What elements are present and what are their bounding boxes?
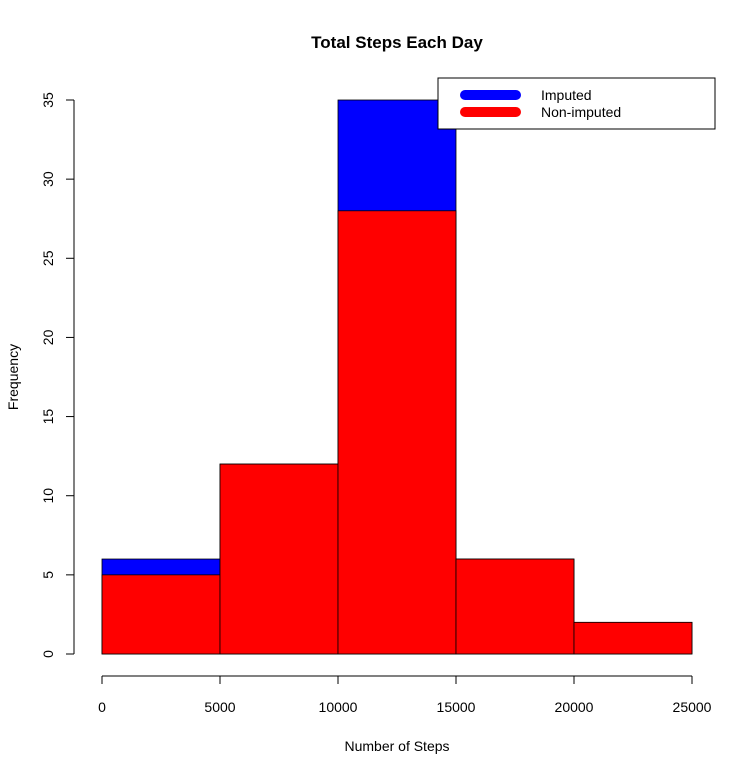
bar-non-imputed-3 [455,558,575,655]
bars-group [101,99,693,655]
legend-label-1: Non-imputed [541,104,621,120]
chart-title: Total Steps Each Day [311,33,483,52]
y-tick-label-6: 30 [40,171,56,187]
bar-non-imputed-2 [337,210,457,655]
x-tick-label-4: 20000 [555,699,594,715]
legend-label-0: Imputed [541,87,592,103]
bar-non-imputed-1 [219,463,339,655]
y-tick-label-5: 25 [40,250,56,266]
y-tick-label-1: 5 [40,571,56,579]
x-axis: 0 5000 10000 15000 20000 25000 [98,675,712,715]
y-axis: 0 5 10 15 20 25 30 35 [40,92,75,658]
bar-non-imputed-0 [101,574,221,655]
x-tick-label-0: 0 [98,699,106,715]
y-tick-label-3: 15 [40,409,56,425]
x-tick-label-5: 25000 [673,699,712,715]
x-tick-label-3: 15000 [437,699,476,715]
x-axis-label: Number of Steps [344,738,449,754]
x-tick-label-1: 5000 [204,699,235,715]
x-tick-label-2: 10000 [319,699,358,715]
y-tick-label-7: 35 [40,92,56,108]
y-axis-label: Frequency [5,344,21,410]
y-tick-label-2: 10 [40,488,56,504]
legend-box [437,77,716,130]
bar-non-imputed-4 [573,621,693,655]
y-tick-label-0: 0 [40,650,56,658]
y-tick-label-4: 20 [40,329,56,345]
